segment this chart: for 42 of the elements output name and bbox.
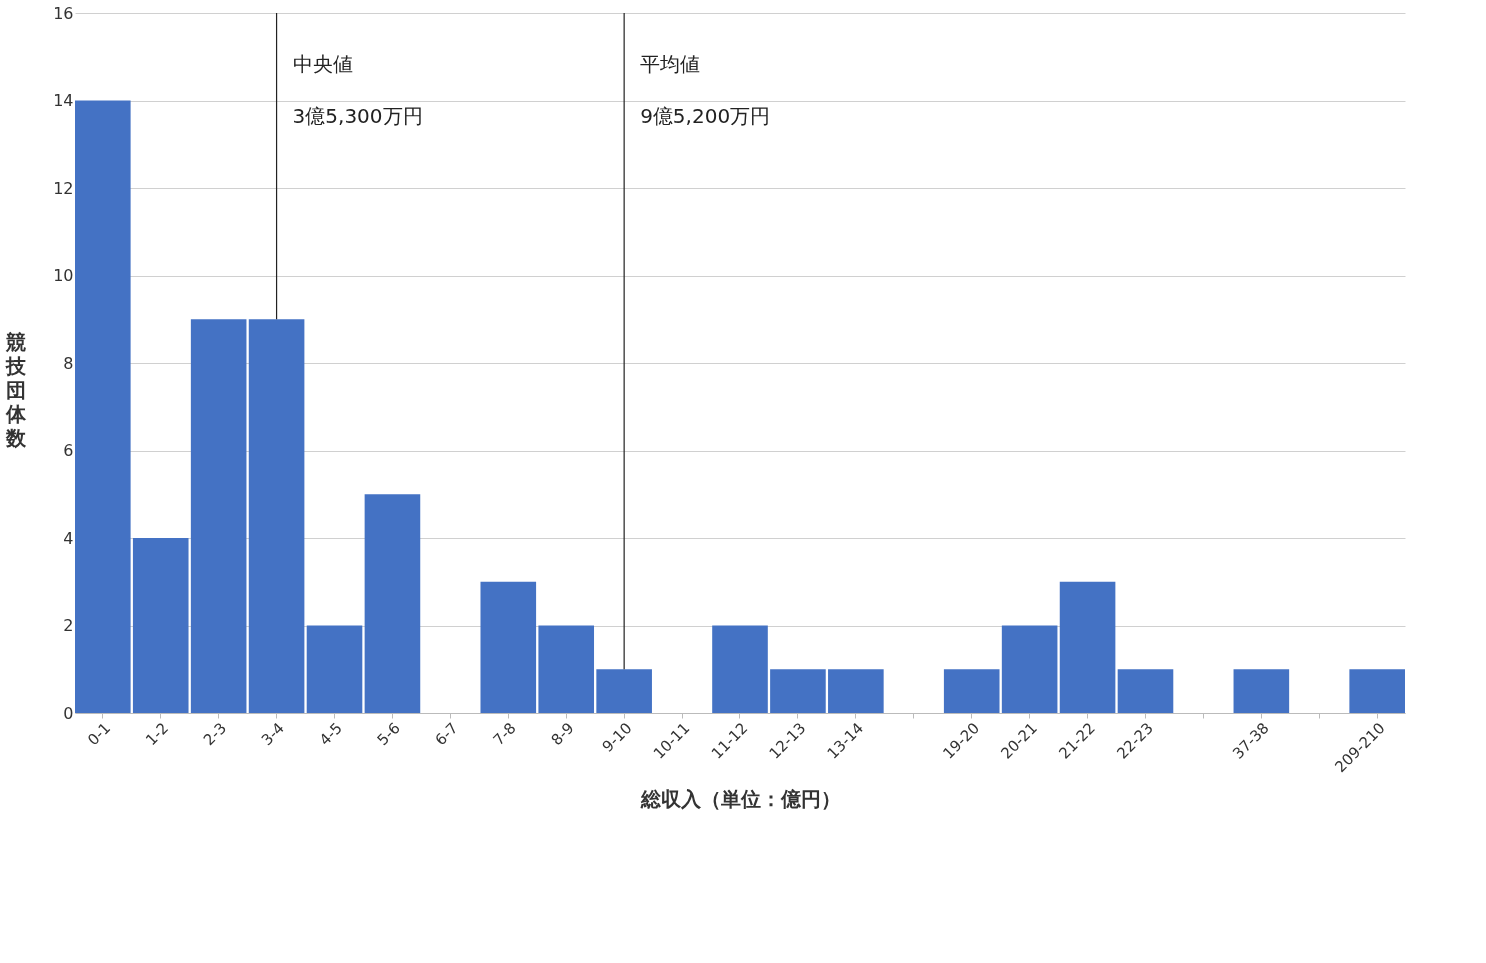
y-tick-label: 0 <box>63 703 74 723</box>
bar <box>190 319 247 713</box>
bar <box>364 494 421 713</box>
bar <box>1059 581 1116 713</box>
bar <box>770 669 826 713</box>
bar <box>480 581 537 713</box>
x-tick-label: 1-2 <box>141 719 173 750</box>
x-tick-label: 6-7 <box>431 719 462 750</box>
y-tick-label: 14 <box>53 91 74 110</box>
x-tick-label: 5-6 <box>373 719 404 750</box>
x-tick-label: 3-4 <box>257 719 288 750</box>
bar <box>1349 669 1405 713</box>
bar <box>712 625 768 713</box>
y-tick-label: 6 <box>63 441 74 460</box>
annotation: 3億5,300万円 <box>292 104 423 128</box>
annotation: 中央値 <box>292 52 353 76</box>
bar <box>943 669 1000 713</box>
x-tick-label: 0-1 <box>84 719 115 750</box>
y-tick-label: 8 <box>63 353 74 373</box>
y-tick-label: 4 <box>63 528 74 548</box>
y-axis-title: 競技団体数 <box>4 329 27 450</box>
y-tick-label: 12 <box>53 178 74 198</box>
bar <box>828 669 884 713</box>
annotation: 9億5,200万円 <box>640 104 771 128</box>
bar <box>1233 669 1290 713</box>
bar <box>538 625 595 713</box>
annotation: 平均値 <box>640 52 701 76</box>
bar <box>75 100 131 713</box>
x-tick-label: 7-8 <box>489 719 520 750</box>
x-tick-label: 8-9 <box>547 719 578 750</box>
bar <box>132 538 189 713</box>
x-tick-label: 4-5 <box>315 719 346 750</box>
bar <box>306 625 363 713</box>
bar <box>248 319 305 713</box>
bar <box>596 669 652 713</box>
bar <box>1001 625 1058 713</box>
x-axis-title: 総収入（単位：億円） <box>639 787 841 812</box>
y-tick-label: 16 <box>53 3 74 23</box>
y-tick-label: 2 <box>63 616 74 635</box>
bar <box>1117 669 1174 713</box>
y-tick-label: 10 <box>53 266 74 285</box>
x-tick-label: 2-3 <box>199 719 230 750</box>
